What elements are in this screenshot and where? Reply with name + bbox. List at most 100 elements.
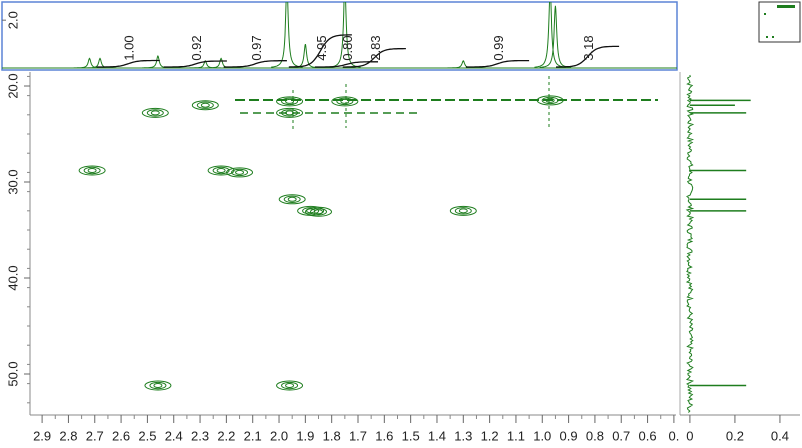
integral-label: 0.99 [491, 35, 506, 60]
contour-peak [231, 168, 249, 177]
spectrum-peak [205, 57, 237, 69]
proj-x-tick-label: 0.4 [771, 428, 789, 443]
spectrum-peak [189, 60, 222, 69]
x-tick-label: 1.8 [323, 428, 341, 443]
contour-peak [235, 169, 245, 175]
thumbnail-mark [764, 13, 766, 15]
contour-peak [285, 98, 295, 104]
integral-label: 1.00 [122, 35, 137, 60]
thumbnail-frame [758, 1, 801, 43]
contour-peak [541, 96, 559, 105]
thumbnail [758, 1, 801, 43]
contour-peak [212, 166, 230, 175]
x-tick-label: 1.6 [375, 428, 393, 443]
x-tick-label: 2.4 [165, 428, 183, 443]
contour-peak [310, 208, 328, 216]
integral-label: 2.83 [368, 35, 383, 60]
integral-label: 0.97 [249, 35, 264, 60]
contour-peak [150, 110, 160, 116]
contour-peak [141, 107, 169, 118]
x-tick-label: 0. [668, 428, 679, 443]
x-tick-label: 2.1 [244, 428, 262, 443]
x-tick-label: 1.0 [533, 428, 551, 443]
y-tick-label: 30.0 [5, 169, 20, 194]
y-tick-label: 20.0 [5, 73, 20, 98]
contour-peak [285, 110, 295, 116]
contour-peak [191, 100, 219, 111]
x-tick-label: 1.1 [507, 428, 525, 443]
integral-curve [288, 34, 352, 68]
integral-curve [96, 59, 160, 68]
contour-peak [302, 207, 320, 215]
integral-label: 0.92 [189, 35, 204, 60]
thumbnail-mark [777, 5, 795, 8]
contour-peak [216, 167, 226, 173]
contour-peak [149, 381, 167, 390]
x-tick-label: 2.7 [86, 428, 104, 443]
contour-peak [331, 96, 359, 107]
integral-curve [223, 60, 287, 68]
y-tick-label: 40.0 [5, 265, 20, 290]
contour-peak [200, 102, 210, 108]
contour-peak [276, 107, 304, 118]
top-spectrum [2, 2, 677, 69]
contour-peak [281, 381, 299, 390]
contour-peak [276, 96, 304, 107]
proj-x-tick-label: 0.2 [726, 428, 744, 443]
x-tick-label: 2.6 [112, 428, 130, 443]
x-tick-label: 2.9 [33, 428, 51, 443]
integral-curve [163, 60, 227, 68]
contour-peak [276, 380, 304, 391]
contour-peak [196, 101, 214, 109]
x-tick-label: 1.3 [454, 428, 472, 443]
contour-peak [305, 206, 333, 217]
contour-peak [278, 194, 306, 205]
contour-peak [281, 97, 299, 106]
contour-peak [153, 383, 163, 389]
spectrum-peak [142, 54, 174, 69]
contour-peak [458, 208, 468, 214]
contour-peak [226, 167, 254, 178]
integral-curve [342, 47, 406, 68]
top-y-tick-label: 2.0 [5, 11, 20, 29]
x-tick-label: 0.9 [560, 428, 578, 443]
y-tick-label: 50.0 [5, 361, 20, 386]
x-tick-label: 1.7 [349, 428, 367, 443]
contour-peak [314, 209, 324, 215]
projection [685, 74, 751, 413]
x-tick-label: 1.4 [428, 428, 446, 443]
integral-curve [556, 45, 620, 68]
spectrum-peak [73, 57, 106, 69]
thumbnail-mark [772, 36, 774, 38]
contour-peak [545, 97, 555, 103]
x-tick-label: 2.5 [138, 428, 156, 443]
x-tick-label: 1.5 [402, 428, 420, 443]
integral-curve [465, 59, 530, 68]
contour-peak [285, 383, 295, 389]
x-tick-label: 2.0 [270, 428, 288, 443]
contour-peak [78, 165, 106, 176]
x-tick-label: 0.6 [639, 428, 657, 443]
contour-peak [87, 167, 97, 173]
proj-x-tick-label: 0 [686, 428, 693, 443]
x-tick-label: 1.2 [481, 428, 499, 443]
contour-peak [454, 207, 472, 215]
contour-peak [281, 109, 299, 117]
contour-peak [144, 380, 172, 391]
x-tick-label: 0.7 [612, 428, 630, 443]
projection-noise [685, 74, 695, 413]
contour-peak [283, 195, 301, 203]
contour-peak [146, 109, 164, 117]
contour-peak [340, 98, 350, 104]
contour-peak [336, 97, 354, 106]
x-tick-label: 2.2 [217, 428, 235, 443]
integral-curve [314, 61, 378, 68]
spectrum-peak [447, 60, 480, 69]
x-tick-label: 1.9 [296, 428, 314, 443]
x-tick-label: 0.8 [586, 428, 604, 443]
integral-label: 0.80 [340, 35, 355, 60]
contour-peak [287, 196, 297, 202]
integral-label: 3.18 [581, 35, 596, 60]
